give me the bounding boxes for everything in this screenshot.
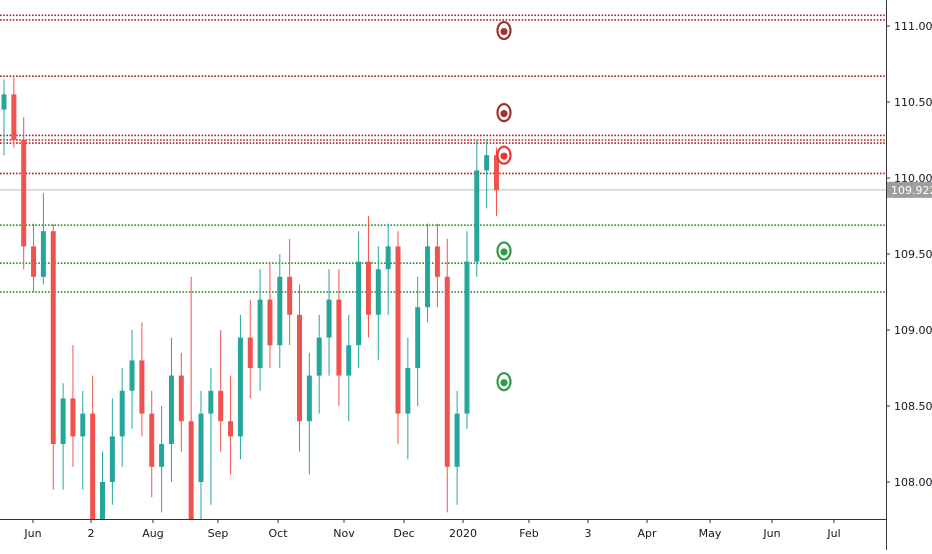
candle-body: [306, 375, 312, 422]
candle-body: [415, 307, 421, 368]
candle-body: [365, 261, 371, 315]
candle-body: [90, 413, 96, 519]
candle-body: [109, 436, 115, 482]
x-tick-label: Feb: [519, 527, 538, 540]
candle-body: [267, 299, 273, 346]
candle-body: [208, 390, 214, 414]
y-tick-label: 108.000: [894, 476, 932, 489]
candle-body: [277, 276, 283, 346]
x-tick-label: Nov: [333, 527, 355, 540]
candle-body: [405, 368, 411, 414]
candle-body: [40, 231, 46, 277]
target-marker-dot: [500, 379, 508, 387]
x-tick-label: 2020: [449, 527, 477, 540]
candle-body: [326, 299, 332, 338]
candle-body: [474, 170, 480, 262]
candle-body: [119, 390, 125, 437]
last-price-label: 109.922: [891, 184, 932, 197]
candle-body: [247, 337, 253, 368]
candle-body: [346, 345, 352, 376]
y-tick-label: 110.500: [894, 96, 932, 109]
last-price-badge: [887, 181, 932, 198]
candle-body: [336, 299, 342, 376]
candle-body: [385, 246, 391, 270]
candle-body: [494, 155, 499, 191]
candle-body: [237, 337, 243, 437]
candle-body: [50, 231, 56, 444]
y-tick-label: 109.000: [894, 324, 932, 337]
candle-body: [11, 94, 17, 140]
candle-body: [316, 337, 322, 376]
x-tick-label: 3: [585, 527, 592, 540]
candle-body: [228, 421, 234, 437]
candle-body: [149, 413, 155, 467]
candle-body: [80, 413, 86, 437]
x-tick-label: 2: [88, 527, 95, 540]
x-tick-label: Dec: [393, 527, 414, 540]
x-tick-label: Sep: [208, 527, 229, 540]
target-marker-dot: [500, 110, 508, 118]
candle-body: [60, 398, 66, 444]
target-marker-dot: [500, 248, 508, 256]
candle-body: [287, 276, 293, 315]
candle-body: [218, 390, 224, 422]
candle-body: [464, 261, 470, 414]
y-tick-label: 110.000: [894, 172, 932, 185]
target-marker-dot: [500, 152, 508, 160]
candle-body: [297, 314, 302, 422]
candle-body: [188, 421, 194, 519]
y-tick-label: 111.000: [894, 20, 932, 33]
x-tick-label: Apr: [637, 527, 657, 540]
candle-body: [356, 261, 362, 346]
candle-body: [434, 246, 440, 277]
candle-body: [425, 246, 431, 308]
candle-body: [444, 276, 450, 467]
candle-body: [139, 360, 145, 414]
candle-body: [395, 246, 401, 414]
candle-body: [1, 94, 7, 110]
candle-body: [21, 140, 27, 247]
candle-body: [129, 360, 135, 391]
candle-body: [159, 444, 165, 467]
x-tick-label: Aug: [142, 527, 163, 540]
y-tick-label: 108.500: [894, 400, 932, 413]
candle-body: [168, 375, 174, 444]
x-tick-label: Jul: [826, 527, 840, 540]
candle-body: [375, 269, 381, 315]
x-tick-label: Oct: [268, 527, 288, 540]
x-tick-label: Jun: [762, 527, 780, 540]
candle-body: [70, 398, 76, 437]
candle-body: [178, 375, 184, 422]
y-tick-label: 109.500: [894, 248, 932, 261]
candle-body: [198, 413, 204, 482]
candle-body: [257, 299, 263, 368]
x-tick-label: Jun: [23, 527, 41, 540]
candle-body: [484, 155, 490, 171]
candle-body: [100, 482, 105, 519]
candle-body: [31, 246, 37, 277]
x-tick-label: May: [699, 527, 722, 540]
target-marker-dot: [500, 27, 508, 36]
candle-body: [454, 413, 460, 467]
